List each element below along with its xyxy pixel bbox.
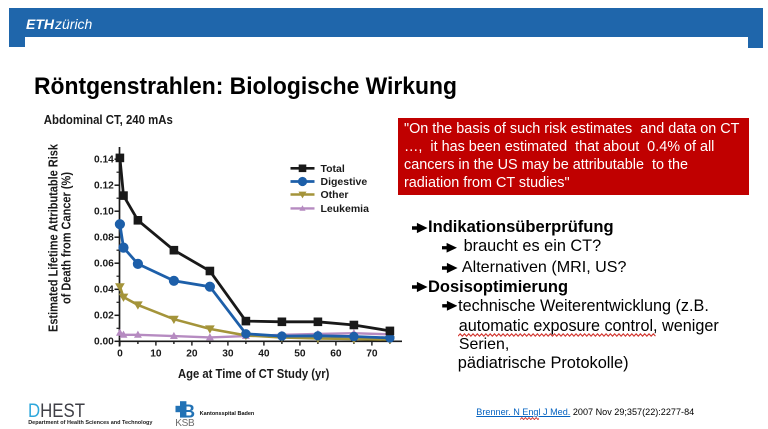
svg-text:Abdominal CT, 240 mAs: Abdominal CT, 240 mAs bbox=[44, 112, 173, 127]
svg-text:Age at Time of CT Study (yr): Age at Time of CT Study (yr) bbox=[178, 366, 330, 381]
svg-text:20: 20 bbox=[186, 348, 198, 359]
svg-text:0: 0 bbox=[117, 348, 123, 359]
svg-text:0.08: 0.08 bbox=[94, 233, 114, 244]
svg-text:0.02: 0.02 bbox=[94, 311, 114, 322]
svg-text:0.06: 0.06 bbox=[94, 259, 114, 270]
svg-text:Other: Other bbox=[321, 189, 349, 201]
svg-text:30: 30 bbox=[222, 348, 234, 359]
svg-text:50: 50 bbox=[294, 348, 306, 359]
svg-text:Leukemia: Leukemia bbox=[321, 203, 370, 215]
svg-text:0.14: 0.14 bbox=[94, 155, 114, 166]
svg-text:70: 70 bbox=[366, 348, 378, 359]
svg-text:Digestive: Digestive bbox=[321, 176, 368, 188]
svg-text:40: 40 bbox=[258, 348, 270, 359]
svg-text:0.00: 0.00 bbox=[94, 337, 114, 348]
svg-text:60: 60 bbox=[330, 348, 342, 359]
svg-text:0.10: 0.10 bbox=[94, 207, 114, 218]
svg-text:10: 10 bbox=[150, 348, 162, 359]
svg-text:of Death from Cancer (%): of Death from Cancer (%) bbox=[60, 172, 74, 304]
svg-text:Total: Total bbox=[321, 163, 345, 175]
svg-text:0.04: 0.04 bbox=[94, 285, 114, 296]
svg-text:B: B bbox=[182, 401, 195, 422]
svg-text:Estimated Lifetime Attributabl: Estimated Lifetime Attributable Risk bbox=[47, 144, 61, 332]
svg-text:0.12: 0.12 bbox=[94, 181, 114, 192]
